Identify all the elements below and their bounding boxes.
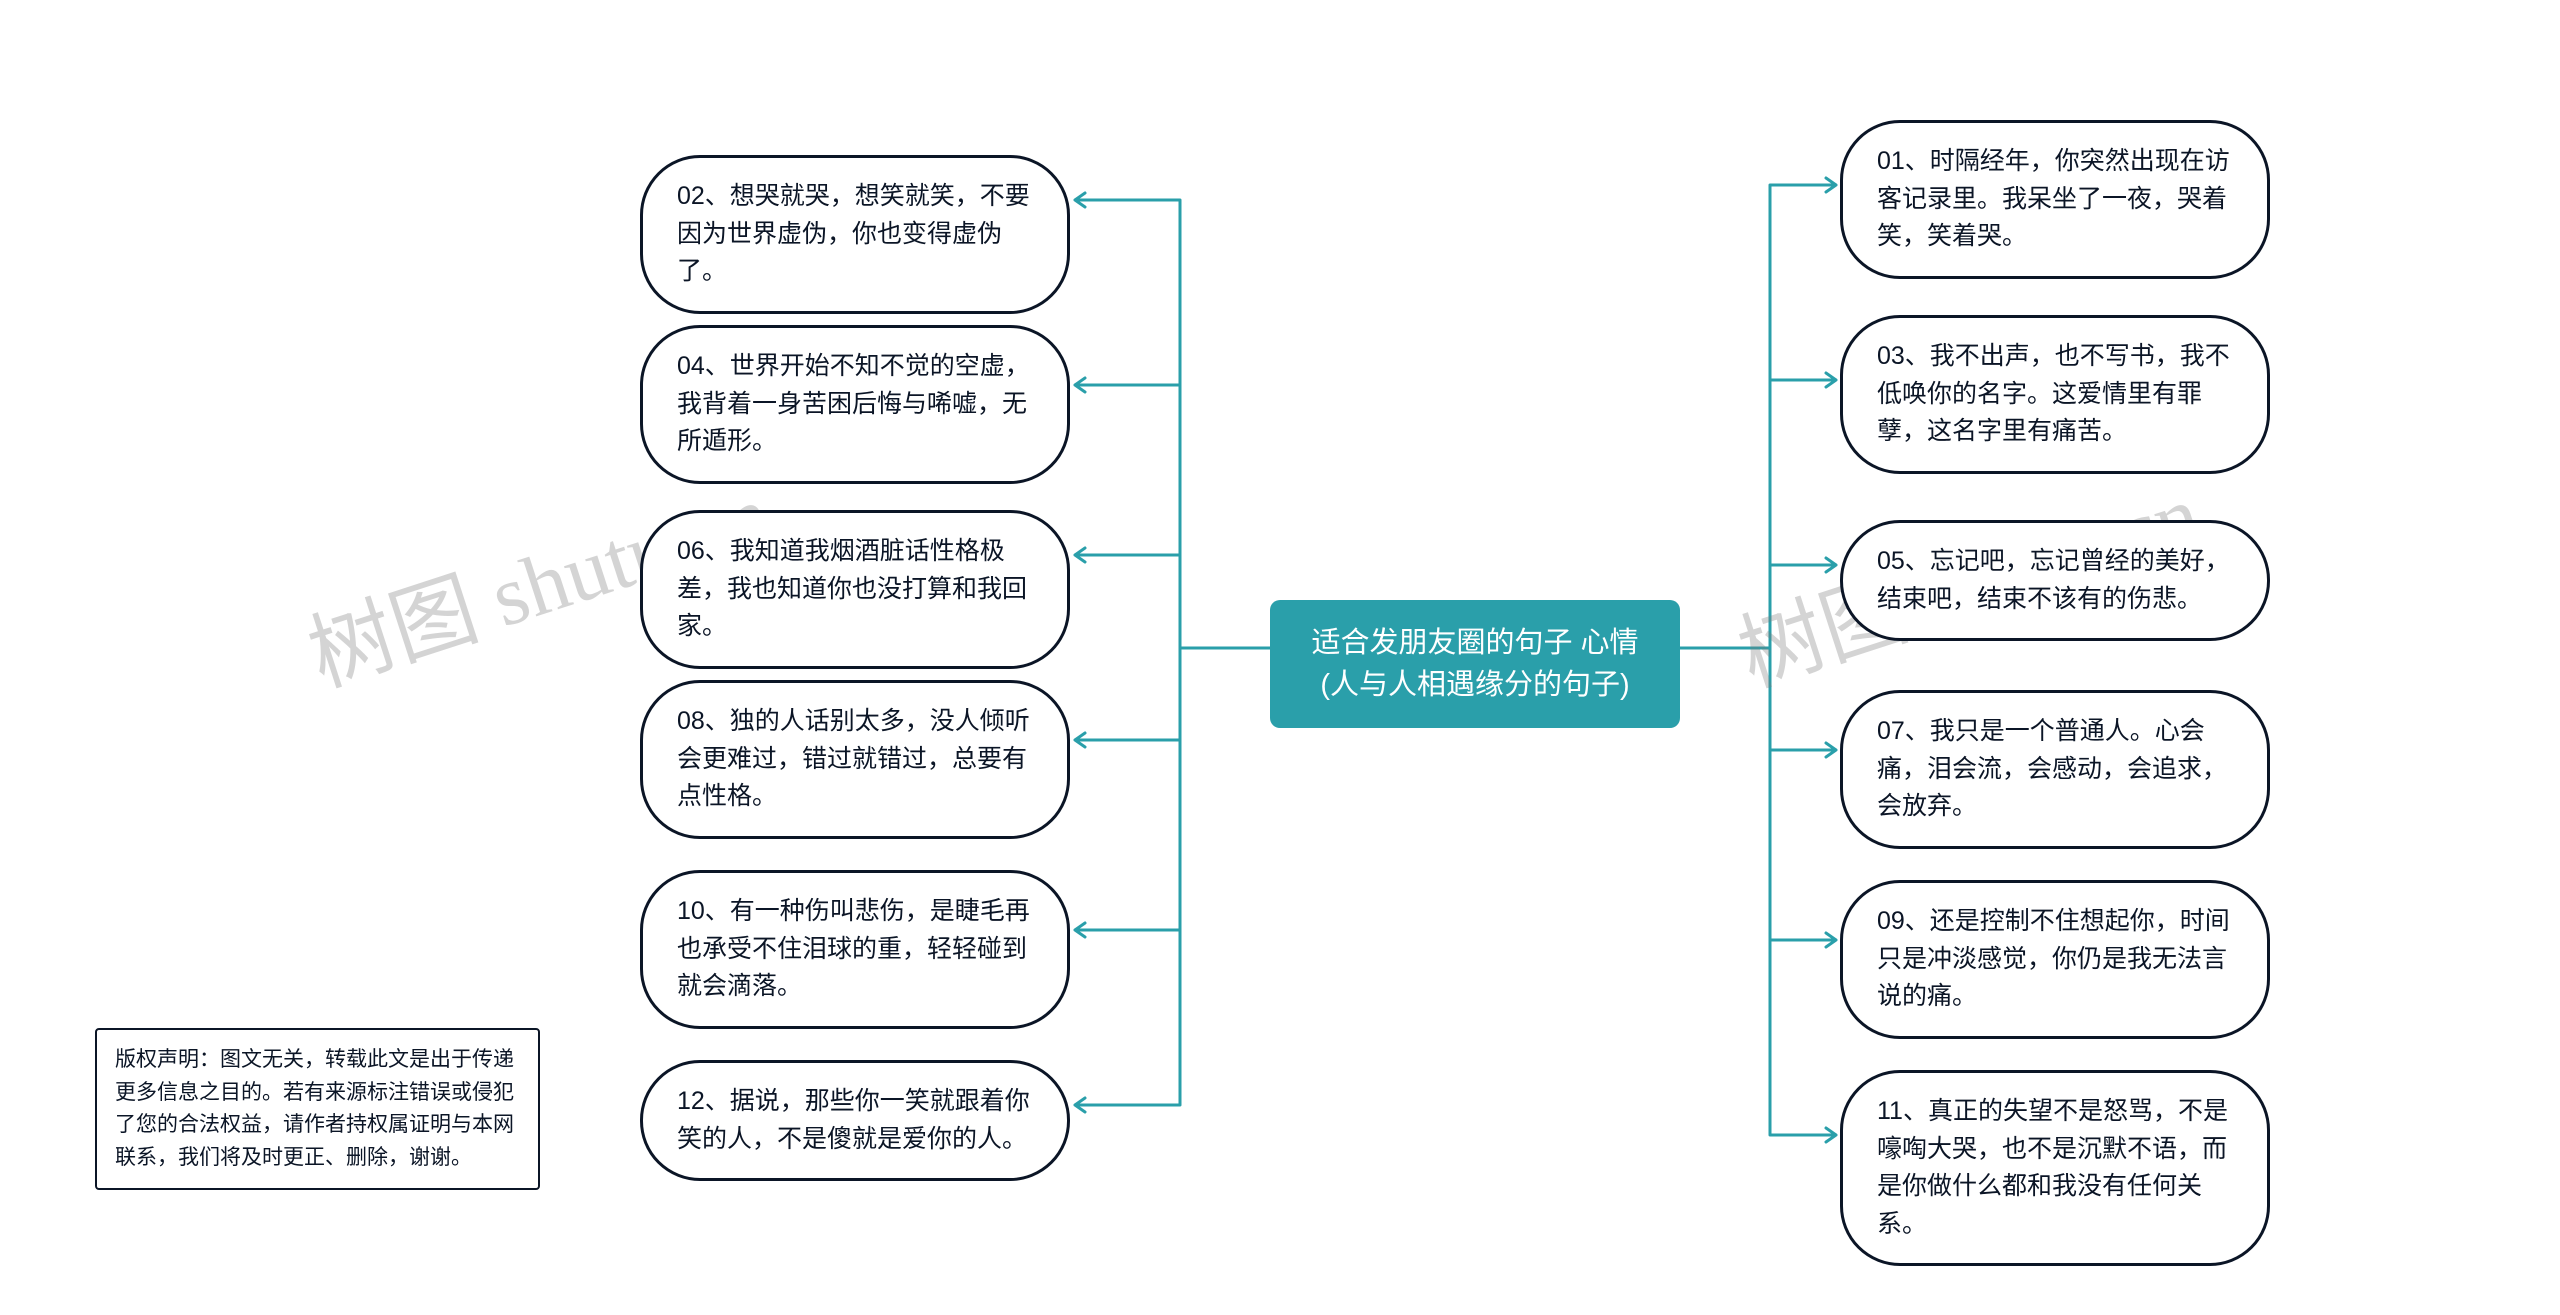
- left-node: 02、想哭就哭，想笑就笑，不要因为世界虚伪，你也变得虚伪了。: [640, 155, 1070, 314]
- mindmap-canvas: 树图 shutu.cn 树图 shutu.cn 适合发朋友圈的句子 心情(人与人…: [0, 0, 2560, 1315]
- right-node: 11、真正的失望不是怒骂，不是嚎啕大哭，也不是沉默不语，而是你做什么都和我没有任…: [1840, 1070, 2270, 1266]
- right-node: 05、忘记吧，忘记曾经的美好，结束吧，结束不该有的伤悲。: [1840, 520, 2270, 641]
- left-node: 12、据说，那些你一笑就跟着你笑的人，不是傻就是爱你的人。: [640, 1060, 1070, 1181]
- left-node: 10、有一种伤叫悲伤，是睫毛再也承受不住泪球的重，轻轻碰到就会滴落。: [640, 870, 1070, 1029]
- left-node: 06、我知道我烟酒脏话性格极差，我也知道你也没打算和我回家。: [640, 510, 1070, 669]
- right-node: 07、我只是一个普通人。心会痛，泪会流，会感动，会追求，会放弃。: [1840, 690, 2270, 849]
- center-node: 适合发朋友圈的句子 心情(人与人相遇缘分的句子): [1270, 600, 1680, 728]
- left-node: 08、独的人话别太多，没人倾听会更难过，错过就错过，总要有点性格。: [640, 680, 1070, 839]
- copyright-notice: 版权声明：图文无关，转载此文是出于传递更多信息之目的。若有来源标注错误或侵犯了您…: [95, 1028, 540, 1190]
- right-node: 09、还是控制不住想起你，时间只是冲淡感觉，你仍是我无法言说的痛。: [1840, 880, 2270, 1039]
- right-node: 03、我不出声，也不写书，我不低唤你的名字。这爱情里有罪孽，这名字里有痛苦。: [1840, 315, 2270, 474]
- left-node: 04、世界开始不知不觉的空虚，我背着一身苦困后悔与唏嘘，无所遁形。: [640, 325, 1070, 484]
- right-node: 01、时隔经年，你突然出现在访客记录里。我呆坐了一夜，哭着笑，笑着哭。: [1840, 120, 2270, 279]
